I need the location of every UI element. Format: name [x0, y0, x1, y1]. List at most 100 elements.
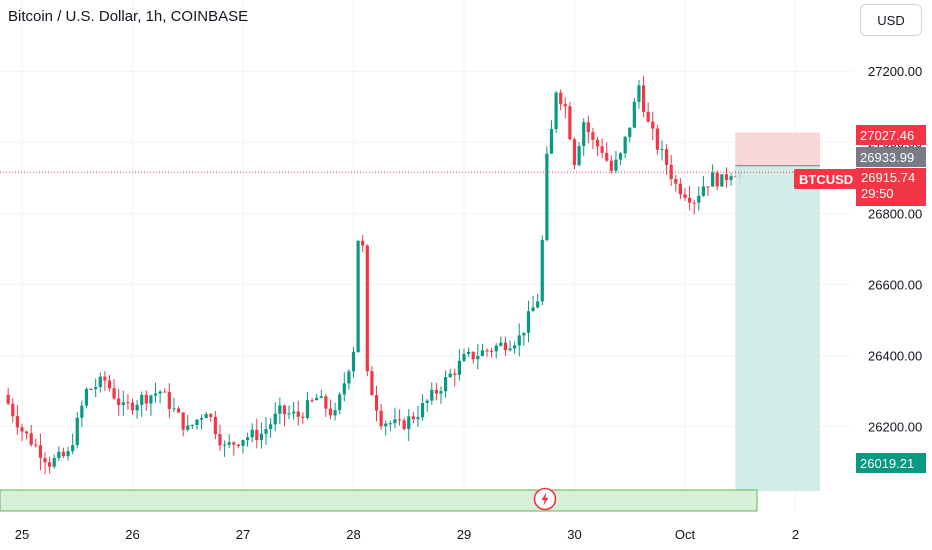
candle-body [678, 183, 682, 195]
candle-body [439, 391, 443, 394]
candle-body [692, 202, 696, 204]
candle-body [315, 397, 319, 401]
candle-body [236, 444, 240, 446]
candle-body [517, 335, 521, 346]
candle-body [425, 400, 429, 404]
candle-body [15, 416, 19, 428]
candle-body [195, 419, 199, 425]
candle-body [20, 427, 24, 432]
y-tick-label: 26200.00 [868, 420, 922, 435]
lightning-icon[interactable] [533, 487, 557, 511]
candle-body [545, 153, 549, 240]
candle-body [347, 371, 351, 384]
candle-body [374, 395, 379, 411]
candle-body [485, 350, 489, 352]
candle-body [664, 148, 669, 165]
candle-body [126, 402, 130, 404]
candle-body [384, 423, 388, 427]
stop-loss-zone [735, 132, 820, 166]
candle-body [98, 376, 102, 388]
candle-body [480, 350, 485, 356]
candle-body [255, 429, 259, 441]
candle-body [628, 127, 632, 137]
candle-body [310, 400, 314, 402]
candle-body [448, 373, 452, 378]
candle-body [503, 342, 508, 351]
candle-body [107, 380, 112, 389]
candle-body [153, 393, 158, 396]
candle-body [591, 132, 595, 140]
candle-body [508, 348, 512, 351]
candle-body [416, 417, 420, 420]
candle-body [595, 139, 600, 147]
candle-body [582, 122, 586, 147]
candle-body [549, 129, 554, 154]
candle-body [52, 458, 56, 467]
currency-button[interactable]: USD [860, 4, 922, 36]
candle-body [71, 445, 75, 452]
candle-body [117, 398, 121, 406]
candle-body [190, 424, 194, 426]
candle-body [361, 240, 365, 246]
candle-body [655, 128, 659, 150]
candle-body [80, 405, 84, 418]
candle-body [586, 122, 590, 133]
candle-body [6, 394, 10, 404]
candle-body [577, 146, 581, 166]
candle-body [328, 408, 333, 416]
candle-body [720, 174, 724, 187]
candle-body [531, 307, 535, 312]
candle-body [278, 405, 282, 414]
candle-body [301, 416, 305, 418]
y-tick-label: 27200.00 [868, 64, 922, 79]
target-price-tag: 26019.21 [856, 453, 926, 473]
candle-body [637, 85, 641, 102]
candle-body [605, 152, 609, 161]
candle-body [250, 429, 254, 438]
candle-body [430, 389, 434, 401]
candle-body [342, 383, 346, 395]
bar-countdown: 29:50 [861, 186, 894, 201]
candle-body [222, 444, 227, 446]
candle-body [724, 174, 729, 180]
x-tick-label: 26 [125, 527, 139, 542]
x-tick-label: Oct [675, 527, 696, 542]
candle-body [181, 412, 185, 430]
alert-range-bar [0, 489, 758, 512]
candle-body [172, 408, 176, 410]
candle-body [683, 194, 687, 198]
candle-body [246, 437, 250, 441]
candle-body [471, 351, 475, 360]
candle-body [264, 429, 268, 434]
candle-body [457, 360, 461, 375]
y-tick-label: 26600.00 [868, 277, 922, 292]
candle-body [130, 402, 135, 411]
candle-body [338, 394, 342, 411]
x-tick-label: 25 [15, 527, 29, 542]
candle-body [402, 420, 406, 430]
candle-body [563, 104, 567, 107]
candle-body [706, 186, 710, 188]
candle-body [674, 178, 678, 184]
candle-body [554, 92, 558, 130]
candle-body [227, 442, 231, 445]
y-tick-label: 26400.00 [868, 349, 922, 364]
candle-body [467, 351, 471, 354]
candle-body [75, 417, 79, 446]
candle-body [618, 153, 623, 160]
candle-body [57, 451, 61, 459]
candle-body [209, 414, 213, 417]
candle-body [158, 391, 162, 394]
candle-body [356, 240, 360, 353]
symbol-label: BTCUSD [794, 169, 859, 189]
candle-body [388, 423, 392, 425]
x-tick-label: 29 [457, 527, 471, 542]
candle-body [259, 433, 264, 441]
candle-body [453, 373, 457, 375]
candle-body [568, 106, 572, 140]
candle-body [112, 388, 116, 399]
candle-body [29, 433, 33, 445]
candle-body [213, 416, 217, 435]
candle-body [204, 414, 208, 419]
